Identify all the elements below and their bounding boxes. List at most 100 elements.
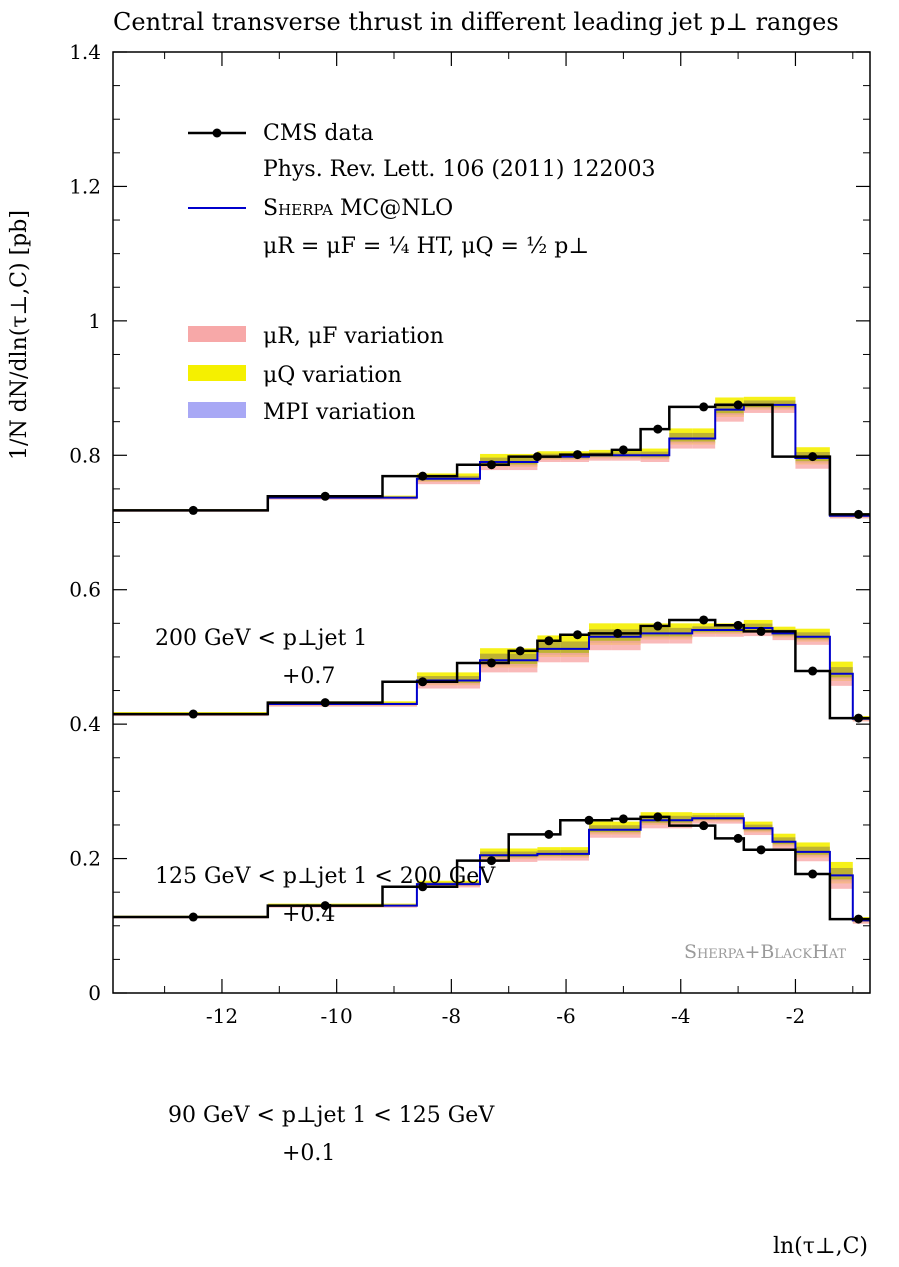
mu-rf-band-0-3 [416,480,458,485]
mu-rf-band-1-18 [829,677,853,686]
data-point-1-11 [756,626,766,636]
y-tick-label-4: 0.8 [69,443,101,467]
x-axis-label: ln(τ⊥,C) [773,1234,868,1259]
mu-rf-band-1-8 [560,652,589,663]
legend-mc-sub: μR = μF = ¼ HT, μQ = ½ p⊥ [263,234,589,259]
mu-rf-band-1-17 [795,639,830,645]
data-point-1-9 [699,615,709,625]
watermark: Sherpa+BlackHat [684,941,846,963]
data-point-1-7 [613,628,623,638]
mu-rf-band-1-2 [382,704,417,707]
x-tick-label-1: -10 [321,1004,353,1028]
legend-mu-rf-label: μR, μF variation [263,324,444,349]
data-point-2-12 [854,914,864,924]
axis-ticks: -12 -10 -8 -6 -4 -2 0 0.2 0.4 0.6 0.8 1 1.2 1.4 [69,40,870,1028]
series-offset-1: +0.4 [282,902,335,927]
data-point-1-8 [653,621,663,631]
data-point-2-1 [320,901,330,911]
mu-rf-band-1-16 [772,635,796,641]
data-points [188,400,864,924]
data-point-0-0 [188,505,198,515]
mu-rf-band-2-16 [772,844,796,850]
mu-rf-band-1-5 [480,663,509,673]
data-point-2-2 [418,882,428,892]
data-point-2-11 [808,869,818,879]
data-point-2-7 [653,812,663,822]
series-label-2: 90 GeV < p⊥jet 1 < 125 GeV [168,1103,495,1128]
legend-data-sub: Phys. Rev. Lett. 106 (2011) 122003 [263,157,655,182]
series-offset-0: +0.7 [282,664,335,689]
data-point-1-6 [573,630,583,640]
data-point-2-6 [618,814,628,824]
data-point-0-1 [320,491,330,501]
data-point-1-1 [320,698,330,708]
mu-rf-band-2-18 [829,879,853,889]
data-point-0-7 [653,424,663,434]
mu-rf-band-1-3 [416,682,458,689]
mu-rf-band-1-9 [588,640,612,651]
y-tick-label-5: 1 [88,309,101,333]
mu-rf-band-2-4 [457,885,481,888]
y-tick-label-2: 0.4 [69,712,101,736]
mu-rf-band-2-7 [537,855,561,861]
data-point-0-2 [418,471,428,481]
data-point-1-0 [188,709,198,719]
mu-rf-band-0-17 [795,461,830,469]
mu-rf-band-1-7 [537,652,561,663]
legend-mpi-swatch [188,402,246,418]
mu-rf-band-1-12 [669,636,693,644]
y-tick-label-1: 0.2 [69,847,101,871]
data-point-2-5 [584,815,594,825]
mu-rf-band-2-11 [640,822,670,829]
mu-rf-band-0-18 [829,516,853,519]
data-point-0-3 [487,460,496,470]
y-tick-label-7: 1.4 [69,40,101,64]
mu-rf-band-0-6 [508,464,538,471]
series-label-1: 125 GeV < p⊥jet 1 < 200 GeV [155,864,496,889]
legend-data-label: CMS data [263,121,374,146]
mu-rf-band-1-6 [508,663,538,673]
mu-rf-band-1-11 [640,636,670,644]
series-label-0: 200 GeV < p⊥jet 1 [155,626,367,651]
mu-rf-band-1-10 [611,640,641,651]
data-point-0-6 [618,445,628,455]
data-line-2 [113,815,870,921]
mu-rf-band-0-14 [715,413,744,422]
mu-rf-band-1-4 [457,682,481,689]
data-point-0-5 [573,450,583,460]
mu-rf-band-0-9 [588,456,612,461]
mu-rf-band-0-16 [772,407,796,413]
mu-rf-band-1-13 [692,632,716,637]
mu-rf-band-2-15 [743,830,773,836]
data-point-2-9 [733,833,743,843]
data-point-0-11 [854,509,864,519]
mu-rf-band-0-15 [743,407,773,413]
legend-mu-q-label: μQ variation [263,363,402,388]
x-tick-label-4: -4 [671,1004,690,1028]
data-point-1-13 [854,713,864,723]
data-point-0-8 [699,402,709,412]
legend-mu-rf-swatch [188,326,246,342]
data-point-2-8 [699,821,709,831]
legend-data-marker [212,128,222,138]
mu-rf-band-0-7 [537,458,561,463]
mu-rf-band-2-8 [560,855,589,861]
y-axis-label: 1/N dN/dln(τ⊥,C) [pb] [7,210,32,460]
data-point-2-10 [756,845,766,855]
x-tick-label-5: -2 [786,1004,805,1028]
data-point-0-9 [733,400,743,410]
data-point-0-4 [532,452,542,462]
y-tick-label-3: 0.6 [69,578,101,602]
series-labels: 200 GeV < p⊥jet 1 +0.7 125 GeV < p⊥jet 1 <… [155,626,496,1166]
mu-rf-band-2-14 [715,819,744,824]
mu-rf-band-0-11 [640,457,670,463]
data-point-1-12 [808,666,818,676]
x-tick-label-2: -8 [442,1004,461,1028]
mu-rf-band-2-9 [588,832,612,838]
x-tick-label-3: -6 [556,1004,575,1028]
mc-line-2 [113,817,870,922]
y-tick-label-0: 0 [88,981,101,1005]
data-line-1 [113,618,870,720]
mu-rf-band-2-19 [852,921,870,924]
